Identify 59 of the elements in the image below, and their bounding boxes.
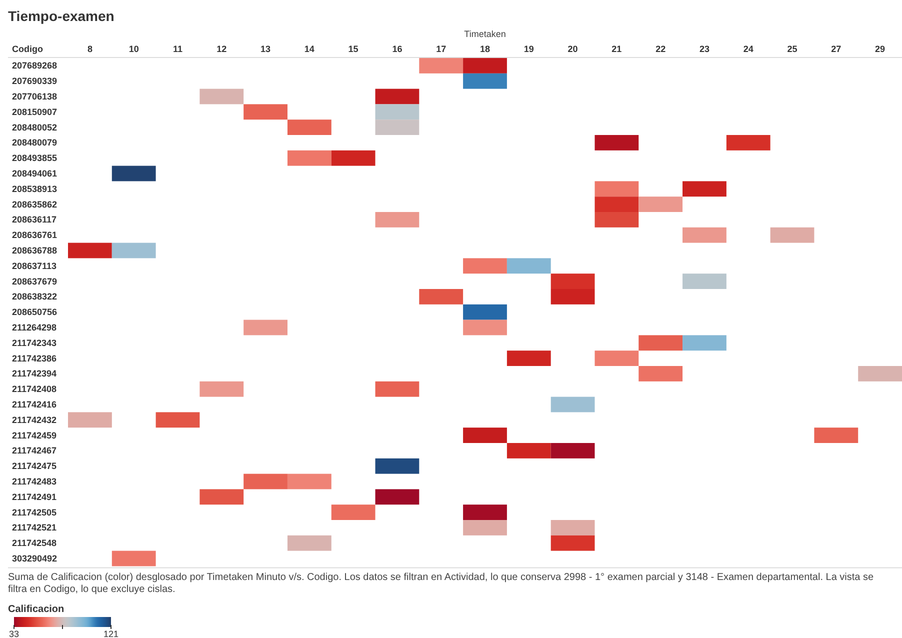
y-tick-label: 211742483: [12, 476, 57, 486]
y-tick-label: 207690339: [12, 76, 58, 86]
y-tick-label: 303290492: [12, 554, 58, 564]
y-tick-label: 208638322: [12, 292, 58, 302]
chart-title: Tiempo-examen: [8, 8, 114, 24]
x-tick-label: 20: [568, 44, 578, 54]
x-tick-label: 10: [128, 44, 139, 54]
x-tick-label: 24: [743, 44, 754, 54]
y-tick-label: 208636788: [12, 246, 58, 256]
y-tick-label: 208635862: [12, 199, 58, 210]
x-tick-label: 12: [216, 44, 227, 54]
y-tick-label: 208637113: [12, 260, 57, 271]
y-tick-label: 211742548: [12, 538, 57, 548]
y-tick-label: 208480079: [12, 138, 58, 148]
y-tick-label: 211742416: [12, 400, 57, 410]
x-tick-label: 21: [612, 44, 622, 54]
y-tick-label: 207706138: [12, 92, 58, 102]
y-tick-label: 208538913: [12, 184, 58, 194]
x-tick-label: 14: [304, 44, 314, 54]
y-tick-label: 211742521: [12, 522, 57, 533]
y-tick-label: 211742343: [12, 338, 57, 348]
x-tick-label: 16: [392, 44, 402, 54]
y-tick-label: 208636117: [12, 214, 57, 225]
x-tick-label: 18: [480, 44, 490, 54]
x-tick-label: 25: [787, 44, 798, 54]
y-tick-label: 208637679: [12, 276, 58, 286]
x-tick-label: 22: [656, 44, 666, 54]
x-axis-title: Timetaken: [464, 29, 506, 39]
y-tick-label: 211742386: [12, 353, 57, 364]
x-tick-label: 17: [436, 44, 446, 54]
y-tick-label: 211742394: [12, 368, 57, 379]
color-bar-label: 33: [8, 629, 20, 638]
y-tick-label: 208494061: [12, 168, 58, 178]
y-tick-label: 211742459: [12, 430, 57, 440]
x-tick-label: 11: [172, 44, 182, 54]
x-tick-label: 8: [87, 44, 92, 54]
x-tick-label: 29: [875, 44, 886, 54]
x-tick-label: 13: [260, 44, 271, 54]
y-tick-label: 208150907: [12, 106, 58, 117]
y-tick-label: 211742432: [12, 414, 57, 425]
y-tick-label: 208480052: [12, 122, 58, 132]
y-tick-label: 208636761: [12, 230, 58, 240]
y-tick-label: 211742475: [12, 461, 57, 472]
y-tick-label: 211742467: [12, 446, 57, 456]
x-tick-label: 19: [524, 44, 534, 54]
y-tick-label: 211742491: [12, 492, 57, 502]
x-tick-label: 23: [699, 44, 710, 54]
y-tick-label: 207689268: [12, 60, 58, 71]
color-bar-label: 121: [103, 629, 119, 638]
y-axis-title: Codigo: [12, 44, 44, 54]
y-tick-label: 211742505: [12, 507, 57, 518]
y-tick-label: 208493855: [12, 153, 58, 164]
x-tick-label: 27: [831, 44, 842, 54]
y-tick-label: 211264298: [12, 322, 57, 332]
text: Suma de Calificacion (color) desglosado por Timetaken Minuto v/s. Codigo. Los datos se filtran en Actividad, lo que conserva 2998 - 1° examen parcial y 3148 - Examen departamental. La vista se filtra en Codigo, lo que excluye cislas.: [8, 572, 874, 596]
x-tick-label: 15: [348, 44, 358, 54]
color-bar-title: Calificacion: [8, 604, 64, 615]
y-tick-label: 208650756: [12, 307, 58, 318]
y-tick-label: 211742408: [12, 384, 57, 394]
